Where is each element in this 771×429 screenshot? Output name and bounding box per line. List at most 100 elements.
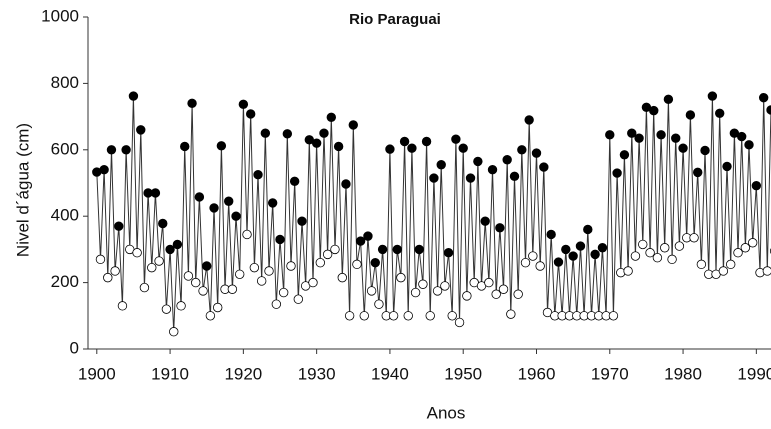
max-marker [663, 94, 674, 105]
max-marker [766, 105, 771, 115]
max-marker [114, 221, 124, 231]
x-tick-label: 1930 [298, 364, 336, 383]
max-marker [524, 115, 534, 125]
min-marker [249, 262, 260, 273]
y-tick-label: 600 [51, 139, 79, 158]
min-marker [110, 266, 120, 276]
max-marker [575, 241, 586, 251]
max-marker [583, 224, 593, 235]
max-marker [202, 261, 212, 271]
min-marker [506, 309, 516, 319]
min-marker [667, 254, 677, 265]
min-marker [359, 311, 369, 321]
min-marker [183, 271, 194, 281]
min-marker [154, 256, 164, 266]
max-marker [612, 168, 622, 178]
min-marker [740, 243, 751, 253]
min-marker [733, 248, 743, 258]
min-marker [747, 238, 758, 248]
y-axis-label: Nivel d´água (cm) [13, 123, 32, 257]
x-tick-label: 1980 [664, 364, 702, 383]
max-marker [693, 167, 703, 178]
max-marker [531, 148, 542, 158]
min-marker [462, 291, 472, 301]
min-marker [213, 302, 223, 313]
min-marker [176, 301, 186, 311]
max-marker [150, 188, 161, 198]
max-marker [187, 98, 197, 109]
x-axis-label: Anos [427, 403, 466, 422]
max-marker [414, 244, 424, 255]
max-marker [429, 173, 439, 183]
max-marker [671, 133, 681, 143]
max-marker [495, 223, 505, 233]
x-tick-label: 1920 [224, 364, 262, 383]
min-marker [762, 266, 771, 276]
max-marker [649, 105, 659, 116]
y-tick-label: 1000 [41, 6, 79, 25]
max-marker [341, 179, 351, 189]
min-marker [410, 287, 421, 298]
max-marker [224, 196, 234, 206]
max-marker [128, 91, 139, 101]
max-marker [231, 211, 241, 221]
min-marker [147, 262, 157, 273]
x-tick-label: 1940 [371, 364, 409, 383]
max-marker [627, 128, 637, 138]
max-marker [333, 141, 344, 152]
max-marker [407, 143, 417, 153]
max-marker [392, 244, 402, 255]
max-marker [700, 145, 710, 156]
max-marker [267, 198, 278, 208]
min-marker [286, 261, 296, 271]
min-marker [718, 266, 729, 276]
min-marker [117, 301, 128, 311]
max-marker [502, 155, 512, 165]
y-tick-label: 200 [51, 272, 79, 291]
max-marker [421, 136, 432, 147]
min-marker [139, 282, 150, 293]
max-marker [707, 91, 718, 101]
min-marker [725, 259, 736, 270]
max-marker [751, 180, 762, 191]
max-marker [722, 161, 732, 172]
min-marker [227, 284, 238, 294]
min-marker [95, 254, 106, 265]
max-marker [121, 145, 131, 155]
min-marker [454, 317, 465, 328]
min-marker [271, 299, 282, 309]
x-tick-label: 1910 [151, 364, 189, 383]
max-marker [297, 216, 307, 226]
max-marker [253, 169, 263, 180]
x-tick-label: 1960 [518, 364, 556, 383]
min-marker [132, 248, 142, 258]
min-marker [344, 311, 355, 321]
max-marker [656, 130, 666, 140]
max-marker [619, 150, 630, 160]
min-marker [161, 304, 172, 314]
max-marker [517, 145, 527, 155]
max-marker [715, 108, 725, 118]
max-marker [282, 129, 293, 139]
max-marker [180, 141, 190, 152]
min-marker [623, 266, 633, 276]
max-marker [480, 216, 490, 226]
max-marker [561, 244, 571, 255]
max-marker [289, 176, 300, 187]
max-marker [736, 131, 747, 142]
min-marker [491, 289, 501, 299]
min-marker [198, 286, 208, 296]
max-marker [605, 130, 615, 140]
max-marker [99, 165, 109, 175]
min-marker [169, 327, 179, 337]
max-marker [678, 143, 688, 153]
min-marker [293, 294, 304, 304]
max-marker [319, 128, 329, 138]
max-marker [165, 244, 175, 255]
min-marker [315, 257, 326, 268]
min-marker [535, 261, 545, 271]
min-marker [337, 272, 347, 283]
max-marker [436, 160, 446, 170]
max-marker [385, 144, 395, 154]
max-marker [685, 110, 696, 120]
